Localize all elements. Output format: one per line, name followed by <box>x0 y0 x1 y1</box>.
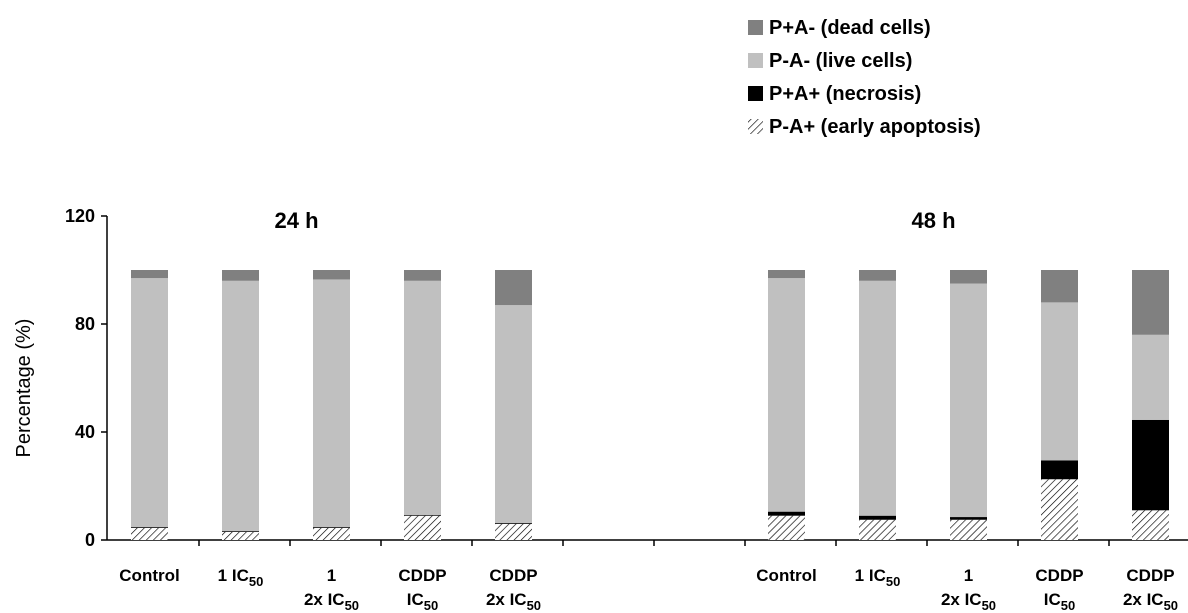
category-label: 2x IC50 <box>941 590 996 613</box>
category-label: 1 <box>964 566 973 585</box>
category-labels: Control 1 IC50 1 2x IC50 CDDP IC50 CDDP 2x IC50… <box>119 566 1178 613</box>
category-label: CDDP <box>1126 566 1174 585</box>
legend-swatch-live <box>748 53 763 68</box>
bar-segment-early <box>131 527 168 540</box>
bar-segment-dead <box>1132 270 1169 335</box>
bar-segment-live <box>495 305 532 523</box>
category-label: 2x IC50 <box>486 590 541 613</box>
bars <box>131 270 1169 540</box>
category-label: 1 <box>327 566 336 585</box>
bar-segment-early <box>950 519 987 540</box>
bar-segment-dead <box>859 270 896 281</box>
bar-segment-early <box>1132 510 1169 540</box>
bar-segment-live <box>222 280 259 532</box>
y-tick-label: 120 <box>65 206 95 226</box>
legend-swatch-necrosis <box>748 86 763 101</box>
panel-title: 24 h <box>274 208 318 233</box>
bar-segment-dead <box>1041 270 1078 303</box>
category-label: 1 IC50 <box>855 566 901 589</box>
y-axis-title: Percentage (%) <box>13 319 35 458</box>
bar-segment-necrosis <box>768 511 805 516</box>
bar-segment-necrosis <box>131 527 168 528</box>
legend-label-early: P-A+ (early apoptosis) <box>769 116 981 138</box>
bar-segment-necrosis <box>1041 460 1078 480</box>
category-label: 2x IC50 <box>1123 590 1178 613</box>
bar-segment-early <box>495 523 532 540</box>
category-label: CDDP <box>1035 566 1083 585</box>
category-label: CDDP <box>489 566 537 585</box>
bar-segment-dead <box>495 270 532 306</box>
legend-label-live: P-A- (live cells) <box>769 50 912 72</box>
category-label: CDDP <box>398 566 446 585</box>
bar-segment-necrosis <box>313 527 350 528</box>
bar-segment-live <box>1132 334 1169 420</box>
bar-segment-necrosis <box>404 514 441 516</box>
bar-segment-necrosis <box>495 522 532 524</box>
bar-segment-early <box>222 531 259 540</box>
legend: P+A- (dead cells) P-A- (live cells) P+A+ (… <box>748 17 981 138</box>
bar-segment-live <box>859 280 896 516</box>
category-label: IC50 <box>407 590 438 613</box>
bar-segment-necrosis <box>859 515 896 520</box>
panel-titles: 24 h 48 h <box>274 208 955 233</box>
y-tick-label: 80 <box>75 314 95 334</box>
bar-segment-live <box>768 278 805 512</box>
legend-swatch-early <box>748 119 763 134</box>
category-label: IC50 <box>1044 590 1075 613</box>
category-label: Control <box>756 566 816 585</box>
bar-segment-early <box>1041 479 1078 540</box>
bar-segment-live <box>1041 302 1078 461</box>
axes: 0 40 80 120 Percentage (%) <box>13 206 1188 550</box>
bar-segment-dead <box>131 270 168 279</box>
panel-title: 48 h <box>911 208 955 233</box>
legend-swatch-dead <box>748 20 763 35</box>
bar-segment-live <box>131 278 168 528</box>
bar-segment-dead <box>950 270 987 284</box>
bar-segment-necrosis <box>1132 419 1169 511</box>
bar-segment-live <box>313 279 350 528</box>
legend-label-necrosis: P+A+ (necrosis) <box>769 83 921 105</box>
bar-segment-live <box>404 280 441 515</box>
bar-segment-early <box>768 515 805 540</box>
category-label: 1 IC50 <box>218 566 264 589</box>
bar-segment-necrosis <box>222 531 259 532</box>
bar-segment-early <box>404 515 441 540</box>
y-tick-label: 0 <box>85 530 95 550</box>
bar-segment-early <box>859 519 896 540</box>
bar-segment-live <box>950 283 987 518</box>
bar-segment-dead <box>313 270 350 280</box>
y-tick-label: 40 <box>75 422 95 442</box>
bar-segment-dead <box>404 270 441 281</box>
bar-segment-early <box>313 527 350 540</box>
category-label: 2x IC50 <box>304 590 359 613</box>
bar-segment-necrosis <box>950 517 987 520</box>
bar-segment-dead <box>768 270 805 279</box>
legend-label-dead: P+A- (dead cells) <box>769 17 931 39</box>
category-label: Control <box>119 566 179 585</box>
bar-segment-dead <box>222 270 259 281</box>
